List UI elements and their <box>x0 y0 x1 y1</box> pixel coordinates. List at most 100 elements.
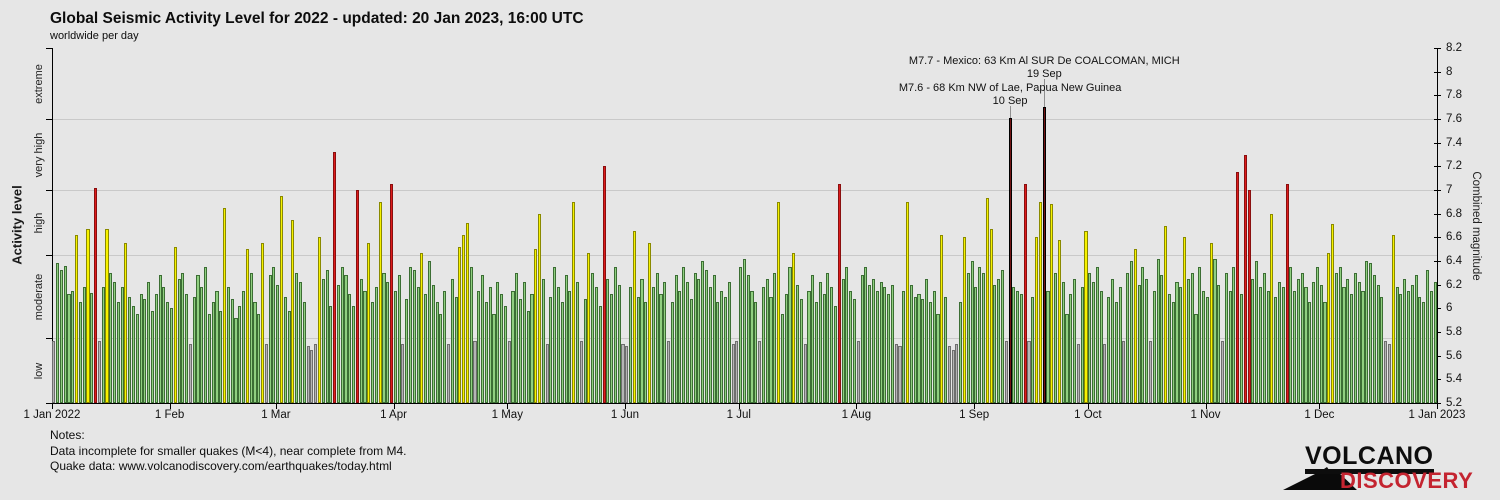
right-axis-tick-label: 6.6 <box>1446 231 1462 244</box>
left-axis-tick <box>46 403 52 404</box>
left-axis-tick <box>46 119 52 120</box>
bar <box>1019 294 1023 403</box>
bottom-axis-line <box>52 403 1438 404</box>
bar <box>720 290 724 403</box>
bar <box>503 305 507 403</box>
bar <box>1084 231 1088 403</box>
bar <box>553 266 557 403</box>
bar <box>67 294 71 403</box>
bar <box>678 290 682 403</box>
x-axis-tick-label: 1 Jan 2022 <box>23 409 81 421</box>
bar <box>390 184 394 403</box>
bar <box>211 302 215 403</box>
bar <box>200 287 204 403</box>
bar <box>780 314 784 403</box>
bar <box>1232 266 1236 403</box>
bar <box>242 290 246 403</box>
bar <box>1293 290 1297 403</box>
bar <box>575 282 580 403</box>
bar <box>416 287 420 403</box>
right-axis-tick <box>1434 355 1441 357</box>
bar <box>538 213 542 403</box>
gridline <box>52 119 1437 120</box>
bar <box>173 246 177 403</box>
bar <box>1088 272 1092 403</box>
bar <box>887 294 891 403</box>
logo-text-discovery: DISCOVERY <box>1340 468 1474 493</box>
bar <box>685 282 690 403</box>
right-axis-tick <box>1434 71 1441 73</box>
bar <box>113 282 117 403</box>
bar <box>1023 184 1027 403</box>
bar <box>139 294 143 403</box>
bar <box>1035 237 1039 403</box>
bar <box>1369 263 1373 403</box>
bar <box>56 263 60 403</box>
bar <box>484 302 488 403</box>
bar <box>723 296 728 403</box>
bar <box>462 234 466 403</box>
bar <box>610 294 614 403</box>
bar <box>1031 296 1035 403</box>
bar <box>519 298 523 403</box>
right-axis-tick <box>1434 166 1441 168</box>
x-axis-tick <box>52 403 53 409</box>
right-axis-tick-label: 5.6 <box>1446 349 1462 362</box>
bar <box>564 275 568 403</box>
bar <box>1217 284 1221 403</box>
notes-line-1: Data incomplete for smaller quakes (M<4)… <box>50 443 407 458</box>
bar <box>1376 284 1380 403</box>
bar <box>1346 278 1350 403</box>
notes-heading: Notes: <box>50 428 85 442</box>
bar <box>1122 341 1126 403</box>
bar <box>1016 290 1020 403</box>
bar <box>989 229 993 403</box>
bar <box>378 201 382 403</box>
bar <box>97 341 101 403</box>
right-axis-tick-label: 7.2 <box>1446 160 1462 173</box>
bar <box>526 310 530 403</box>
bar <box>1061 282 1065 403</box>
bar <box>587 252 591 403</box>
bar <box>124 243 128 403</box>
bar <box>166 302 170 403</box>
bar <box>591 272 595 403</box>
bar <box>352 305 356 403</box>
bar <box>522 282 526 403</box>
bar <box>1183 237 1187 403</box>
annotation-date: 10 Sep <box>992 95 1028 107</box>
bar <box>682 266 686 403</box>
right-axis-tick <box>1434 119 1441 120</box>
bar <box>302 302 306 403</box>
activity-band-label: low <box>33 362 45 379</box>
bar <box>1334 272 1338 403</box>
bar <box>500 294 504 403</box>
bar <box>974 287 978 403</box>
bar <box>317 237 321 403</box>
bar <box>579 341 583 403</box>
bar <box>1422 302 1426 403</box>
right-axis-tick-label: 5.2 <box>1446 397 1462 409</box>
bar <box>59 270 63 403</box>
bar <box>253 302 257 403</box>
bar <box>746 275 750 403</box>
bar <box>135 314 139 403</box>
x-axis-tick <box>1205 403 1207 409</box>
bar <box>1342 287 1346 403</box>
bar <box>860 275 864 403</box>
bar <box>1000 270 1005 403</box>
bar <box>936 314 940 403</box>
bar <box>507 341 511 403</box>
bar <box>204 266 208 403</box>
bar <box>1251 278 1255 403</box>
bar <box>815 302 819 403</box>
bar <box>545 343 549 403</box>
bar <box>374 287 378 403</box>
right-axis-tick <box>1434 213 1441 215</box>
right-axis-tick <box>1434 261 1441 262</box>
bar <box>648 243 652 403</box>
bar <box>1004 341 1008 403</box>
bar <box>1236 172 1240 403</box>
bar <box>830 287 834 403</box>
bar <box>902 290 906 403</box>
